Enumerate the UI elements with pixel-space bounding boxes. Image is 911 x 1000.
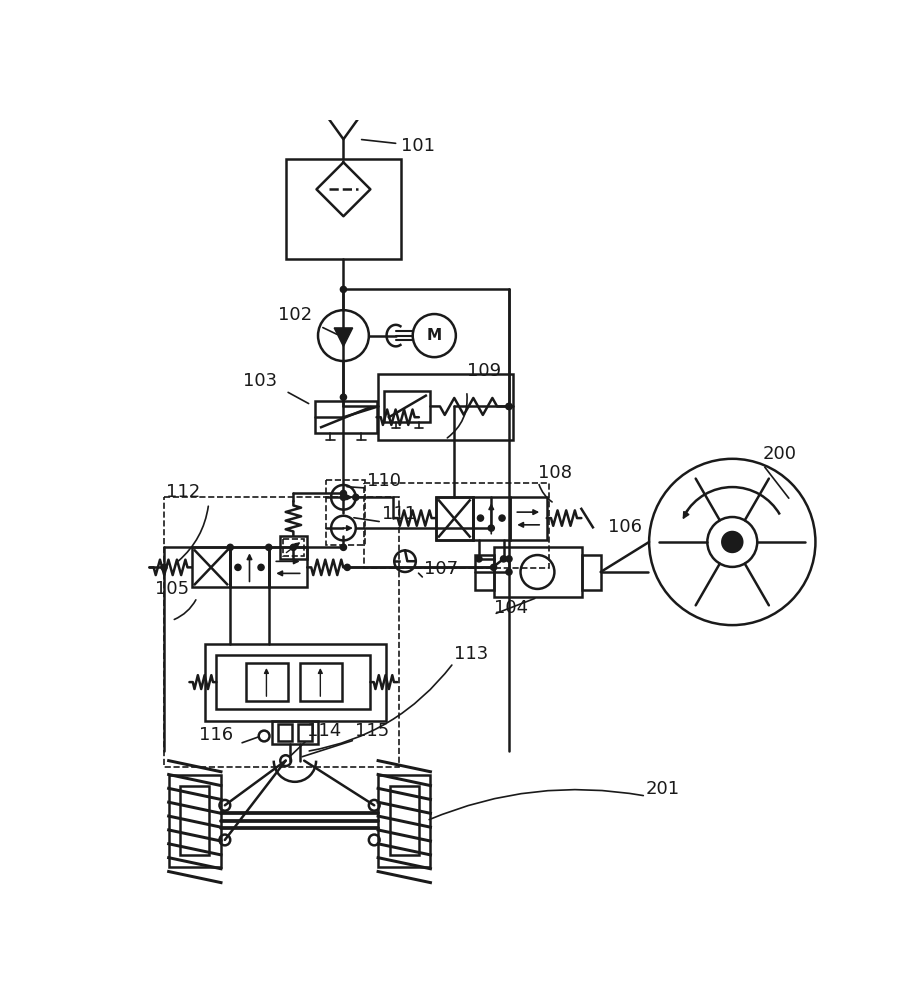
Text: 116: 116 [200,726,233,744]
Text: 104: 104 [493,599,527,617]
Bar [378,374,512,440]
Bar [389,786,418,855]
Circle shape [506,556,511,562]
Bar [205,644,385,721]
Bar [269,547,307,587]
Bar [299,663,342,701]
Text: 101: 101 [361,137,435,155]
Text: 201: 201 [645,780,680,798]
Circle shape [506,403,511,410]
Text: 111: 111 [382,505,415,523]
Bar [314,401,376,433]
Circle shape [506,403,511,410]
Circle shape [722,532,742,552]
Text: 200: 200 [763,445,796,463]
Circle shape [340,494,346,500]
Bar [278,724,292,741]
Circle shape [340,394,346,400]
Text: 105: 105 [155,580,189,598]
Bar [282,539,304,556]
Circle shape [476,556,482,562]
Text: 114: 114 [307,722,341,740]
Circle shape [340,544,346,550]
Bar [180,786,210,855]
Circle shape [290,544,296,550]
Bar [191,547,230,587]
Text: 110: 110 [366,472,400,490]
Circle shape [498,515,505,521]
Bar [169,774,220,867]
Bar [363,483,548,568]
Circle shape [340,286,346,292]
Circle shape [227,544,233,550]
Polygon shape [333,328,353,346]
Bar [472,497,509,540]
Text: 113: 113 [453,645,487,663]
Text: 107: 107 [424,560,458,578]
Circle shape [265,544,271,550]
Bar [285,158,401,259]
Text: 103: 103 [243,372,277,390]
Circle shape [235,564,241,570]
Bar [230,547,269,587]
Circle shape [500,556,507,562]
Bar [271,721,318,744]
Text: M: M [426,328,441,343]
Bar [493,547,581,597]
Bar [216,655,370,709]
Bar [245,663,288,701]
Circle shape [353,494,358,500]
Circle shape [487,525,494,531]
Bar [326,480,364,545]
Text: 108: 108 [537,464,571,482]
Bar [435,497,472,540]
Text: 102: 102 [278,306,312,324]
Bar [435,497,472,540]
Text: 109: 109 [466,362,500,380]
Circle shape [506,569,511,575]
Bar [581,555,600,590]
Bar [378,774,430,867]
Circle shape [343,564,350,570]
Bar [164,497,398,767]
Bar [298,724,312,741]
Circle shape [476,515,483,521]
Circle shape [160,564,167,570]
Text: 106: 106 [607,518,640,536]
Bar [279,536,307,559]
Bar [509,497,546,540]
Bar [384,391,430,422]
Circle shape [258,564,264,570]
Circle shape [340,490,346,497]
Circle shape [490,564,496,570]
Bar [475,555,493,590]
Text: 115: 115 [354,722,389,740]
Text: 112: 112 [166,483,200,501]
